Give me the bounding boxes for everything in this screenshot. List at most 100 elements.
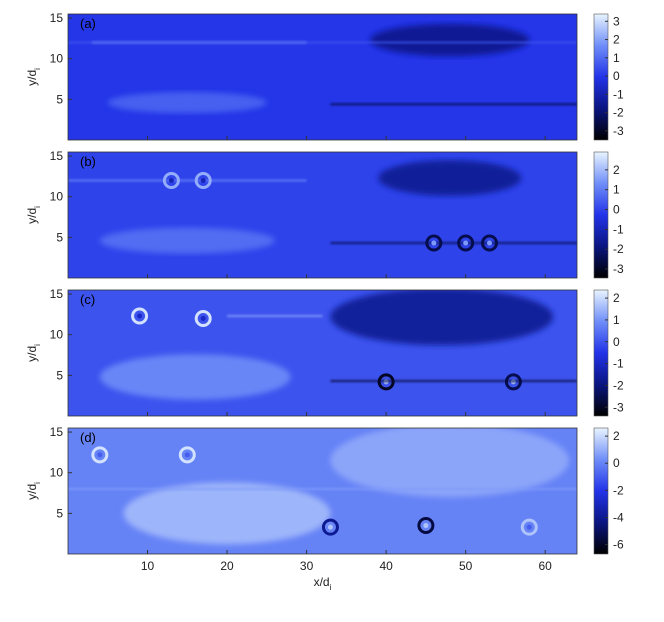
island — [417, 517, 435, 535]
x-axis-label-text: x/d — [314, 575, 330, 589]
y-tick-label: 10 — [50, 328, 64, 342]
field-structure — [330, 290, 554, 346]
colorbar-tick-label: -2 — [613, 106, 624, 120]
y-axis-label: y/di — [25, 482, 42, 500]
island — [425, 234, 443, 252]
island — [520, 518, 538, 536]
island — [457, 234, 475, 252]
island — [194, 309, 212, 327]
colorbar-tick-label: 2 — [613, 33, 620, 47]
colorbar-tick-label: -3 — [613, 262, 624, 276]
colorbar — [593, 151, 609, 279]
colorbar-tick-label: 1 — [613, 51, 620, 65]
y-axis-label: y/di — [25, 68, 42, 86]
island — [481, 234, 499, 252]
colorbar-tick-label: -6 — [613, 538, 624, 552]
x-axis-label: x/di — [314, 575, 332, 592]
y-tick-label: 5 — [56, 506, 63, 520]
y-tick-label: 15 — [50, 11, 64, 25]
panel-label: (b) — [80, 154, 96, 169]
heatmap-panel — [68, 428, 577, 554]
heatmap-panel — [68, 14, 577, 140]
colorbar-tick-label: 0 — [613, 203, 620, 217]
x-tick-label: 40 — [379, 559, 393, 573]
y-tick-label: 15 — [50, 425, 64, 439]
panel-label: (a) — [80, 16, 96, 31]
island — [194, 171, 212, 189]
island-core — [423, 523, 429, 529]
x-tick-label: 10 — [141, 559, 155, 573]
field-structure — [123, 482, 331, 545]
axes-frame — [67, 427, 578, 555]
island — [131, 307, 149, 325]
island-core — [526, 524, 532, 530]
x-tick-label: 60 — [539, 559, 553, 573]
y-tick-label: 10 — [50, 190, 64, 204]
heatmap-panel — [68, 290, 577, 416]
y-tick-label: 5 — [56, 92, 63, 106]
field-structure — [378, 160, 522, 196]
colorbar-tick-label: 2 — [613, 163, 620, 177]
y-axis-label-sub: i — [33, 68, 42, 70]
colorbar-tick-label: -4 — [613, 510, 624, 524]
colorbar-tick-label: 0 — [613, 456, 620, 470]
field-structure — [370, 23, 530, 57]
colorbar-tick-label: -3 — [613, 400, 624, 414]
colorbar — [593, 289, 609, 417]
colorbar-tick-label: 0 — [613, 69, 620, 83]
y-tick-label: 5 — [56, 368, 63, 382]
y-tick-label: 15 — [50, 287, 64, 301]
colorbar — [593, 427, 609, 555]
island-core — [184, 452, 190, 458]
island-core — [431, 240, 437, 246]
y-axis-label-text: y/d — [25, 208, 39, 224]
y-tick-label: 10 — [50, 466, 64, 480]
field-structure — [99, 354, 291, 400]
colorbar-tick-label: 2 — [613, 291, 620, 305]
island — [91, 446, 109, 464]
colorbar-tick-label: 3 — [613, 14, 620, 28]
colorbar-tick-label: 0 — [613, 335, 620, 349]
colorbar-tick-label: -3 — [613, 124, 624, 138]
y-tick-label: 15 — [50, 149, 64, 163]
colorbar-tick-label: 1 — [613, 183, 620, 197]
colorbar-tick-label: -1 — [613, 222, 624, 236]
y-axis-label-sub: i — [33, 206, 42, 208]
island-core — [168, 177, 174, 183]
island-core — [97, 452, 103, 458]
heatmap-panel — [68, 152, 577, 278]
y-tick-label: 10 — [50, 52, 64, 66]
colorbar-tick-label: -1 — [613, 87, 624, 101]
colorbar-tick-label: -2 — [613, 378, 624, 392]
x-axis-label-sub: i — [330, 583, 332, 592]
field-structure — [99, 227, 275, 254]
x-tick-label: 20 — [220, 559, 234, 573]
island-core — [327, 524, 333, 530]
colorbar-tick-label: 2 — [613, 429, 620, 443]
colorbar-tick-label: -2 — [613, 242, 624, 256]
axes-frame — [67, 13, 578, 141]
island — [162, 171, 180, 189]
island-core — [200, 315, 206, 321]
colorbar-tick-label: -2 — [613, 483, 624, 497]
y-axis-label-text: y/d — [25, 346, 39, 362]
panel-label: (c) — [80, 292, 95, 307]
island-core — [137, 313, 143, 319]
field-structure — [107, 92, 267, 114]
y-axis-label: y/di — [25, 344, 42, 362]
y-axis-label-sub: i — [33, 482, 42, 484]
x-tick-label: 50 — [459, 559, 473, 573]
island-core — [487, 240, 493, 246]
y-axis-label-text: y/d — [25, 70, 39, 86]
colorbar-tick-label: -1 — [613, 357, 624, 371]
axes-frame — [67, 289, 578, 417]
y-tick-label: 5 — [56, 230, 63, 244]
island-core — [463, 240, 469, 246]
panel-label: (d) — [80, 430, 96, 445]
colorbar — [593, 13, 609, 141]
colorbar-tick-label: 1 — [613, 313, 620, 327]
axes-frame — [67, 151, 578, 279]
x-tick-label: 30 — [300, 559, 314, 573]
y-axis-label: y/di — [25, 206, 42, 224]
